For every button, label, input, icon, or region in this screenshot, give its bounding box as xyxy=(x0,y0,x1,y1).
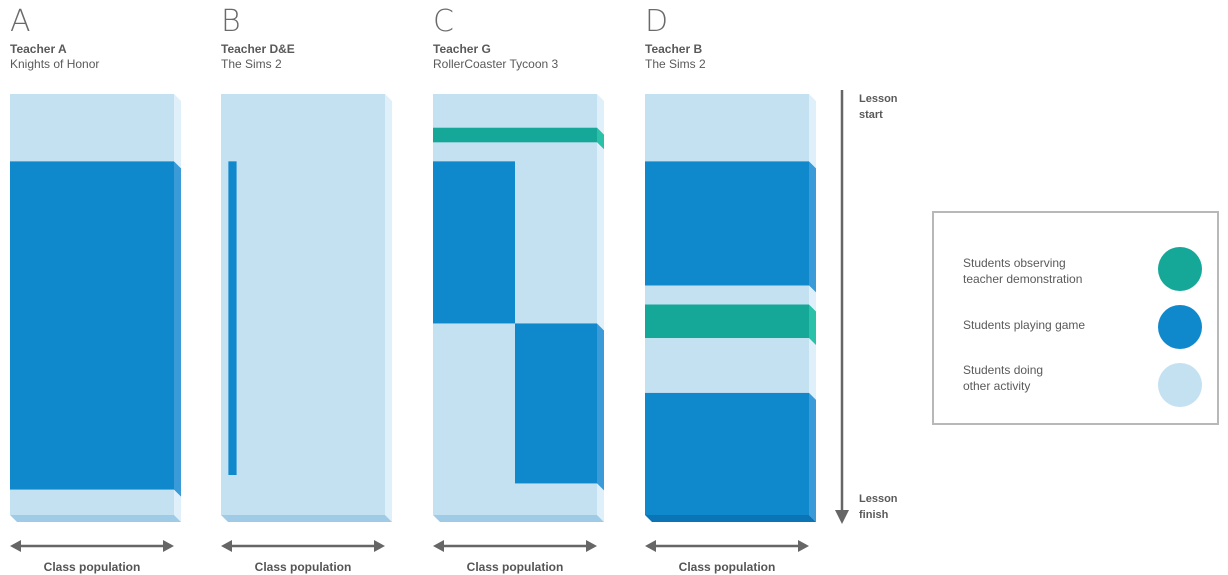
population-arrow-icon xyxy=(645,540,809,552)
teacher-name: Teacher A xyxy=(10,42,67,56)
legend-label-line: Students playing game xyxy=(963,318,1086,332)
blue-circle-icon xyxy=(1158,305,1202,349)
legend-label-line: other activity xyxy=(963,379,1031,393)
segment-side-playing xyxy=(174,161,181,497)
legend-label-observing: Students observing teacher demonstration xyxy=(963,255,1143,287)
segment-side-playing xyxy=(809,161,816,293)
population-label: Class population xyxy=(466,560,564,574)
lesson-finish-line2: finish xyxy=(859,509,889,521)
segment-side-playing xyxy=(597,323,604,491)
arrow-left-icon xyxy=(10,540,21,552)
legend-label-line: Students observing xyxy=(963,256,1066,270)
arrow-right-icon xyxy=(798,540,809,552)
teacher-name: Teacher D&E xyxy=(221,42,295,56)
segment-playing xyxy=(515,323,597,484)
lesson-finish-label: Lesson finish xyxy=(859,491,898,523)
game-title: Knights of Honor xyxy=(10,57,100,71)
segment-other xyxy=(645,338,809,393)
segment-side-playing xyxy=(809,392,816,522)
lesson-finish-line1: Lesson xyxy=(859,493,898,505)
segment-side-other xyxy=(809,338,816,400)
segment-side-other xyxy=(809,285,816,312)
arrow-left-icon xyxy=(645,540,656,552)
segment-side-other xyxy=(174,94,181,169)
segment-side-observing xyxy=(597,127,604,150)
population-label: Class population xyxy=(43,560,141,574)
segment-side-other xyxy=(174,489,181,522)
legend-label-other: Students doing other activity xyxy=(963,362,1143,394)
game-title: The Sims 2 xyxy=(645,57,706,71)
panel-a: A Teacher A Knights of Honor Class popul… xyxy=(10,0,190,575)
segment-observing xyxy=(433,127,597,143)
lesson-start-line1: Lesson xyxy=(859,93,898,105)
segment-observing xyxy=(645,304,809,339)
panel-letter: C xyxy=(433,4,454,39)
lesson-start-line2: start xyxy=(859,109,883,121)
population-arrow-icon xyxy=(221,540,385,552)
lesson-column xyxy=(433,94,604,522)
legend-label-line: teacher demonstration xyxy=(963,272,1083,286)
game-title: The Sims 2 xyxy=(221,57,282,71)
arrow-right-icon xyxy=(163,540,174,552)
legend-label-playing: Students playing game xyxy=(963,317,1143,333)
column-bottom-edge xyxy=(221,515,392,522)
segment-playing xyxy=(645,161,809,286)
population-label: Class population xyxy=(254,560,352,574)
teal-circle-icon xyxy=(1158,247,1202,291)
segment-other xyxy=(433,94,597,128)
legend-label-line: Students doing xyxy=(963,363,1044,377)
column-bottom-edge xyxy=(645,515,816,522)
arrow-right-icon xyxy=(374,540,385,552)
lesson-column xyxy=(221,94,392,522)
teacher-name: Teacher G xyxy=(433,42,491,56)
segment-side-other xyxy=(597,94,604,135)
segment-playing xyxy=(433,161,515,324)
legend: Students observing teacher demonstration… xyxy=(932,211,1219,425)
panel-letter: D xyxy=(645,4,669,39)
lesson-column xyxy=(10,94,181,522)
timeline-arrow-icon xyxy=(835,90,849,524)
segment-playing xyxy=(10,161,174,490)
segment-other xyxy=(10,94,174,162)
column-bottom-edge xyxy=(10,515,181,522)
segment-side-observing xyxy=(809,304,816,346)
segment-other xyxy=(645,285,809,305)
segment-side-other xyxy=(385,94,392,522)
panel-c: C Teacher G RollerCoaster Tycoon 3 Class… xyxy=(433,0,613,575)
population-arrow-icon xyxy=(10,540,174,552)
segment-other xyxy=(10,489,174,515)
lesson-column xyxy=(645,94,816,522)
teacher-name: Teacher B xyxy=(645,42,703,56)
panel-letter: A xyxy=(10,4,31,39)
panel-b: B Teacher D&E The Sims 2 Class populatio… xyxy=(221,0,401,575)
population-label: Class population xyxy=(678,560,776,574)
arrow-left-icon xyxy=(433,540,444,552)
panel-letter: B xyxy=(221,4,241,39)
segment-other xyxy=(221,94,385,515)
light-blue-circle-icon xyxy=(1158,363,1202,407)
column-bottom-edge xyxy=(433,515,604,522)
segment-playing xyxy=(645,392,809,515)
lesson-start-label: Lesson start xyxy=(859,91,898,123)
population-arrow-icon xyxy=(433,540,597,552)
segment-playing xyxy=(228,161,237,476)
arrow-left-icon xyxy=(221,540,232,552)
segment-side-other xyxy=(809,94,816,169)
panel-d: D Teacher B The Sims 2 Class population xyxy=(645,0,825,575)
arrow-right-icon xyxy=(586,540,597,552)
game-title: RollerCoaster Tycoon 3 xyxy=(433,57,559,71)
segment-other xyxy=(645,94,809,162)
